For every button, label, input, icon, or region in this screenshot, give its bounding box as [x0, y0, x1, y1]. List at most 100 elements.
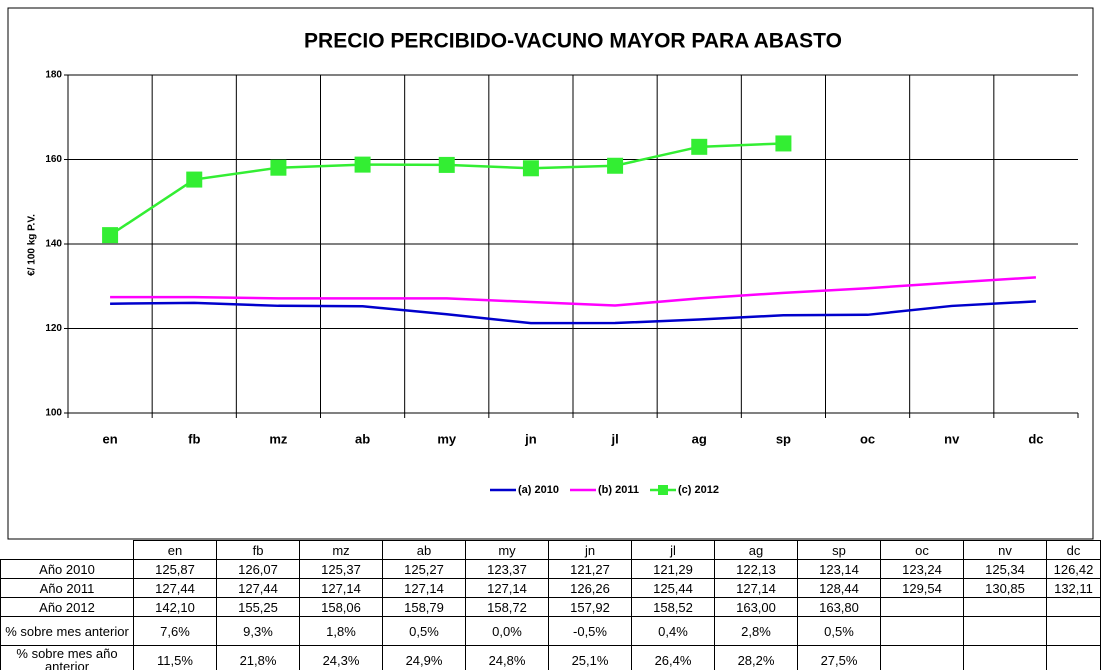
data-table: en fb mz ab my jn jl ag sp oc nv dc Año 2010 125,87 12… [0, 540, 1101, 670]
marker [270, 159, 287, 176]
table-cell: nv [963, 540, 1047, 560]
table-cell: 127,44 [216, 578, 300, 598]
table-cell [1, 541, 134, 560]
x-tick-label: my [437, 431, 457, 446]
table-cell [1046, 616, 1101, 646]
table-cell: 25,1% [548, 645, 632, 670]
table-cell: 24,3% [299, 645, 383, 670]
table-cell: ag [714, 540, 798, 560]
table-row: Año 2010 125,87 126,07 125,37 125,27 123,37 12… [0, 559, 1101, 579]
series-line [110, 300, 1036, 325]
table-cell: 9,3% [216, 616, 300, 646]
table-cell: 0,0% [465, 616, 549, 646]
table-cell: 24,8% [465, 645, 549, 670]
table-cell: 122,13 [714, 559, 798, 579]
table-cell: 127,14 [714, 578, 798, 598]
marker [438, 156, 455, 173]
table-cell: 158,79 [382, 597, 466, 617]
table-cell [963, 645, 1047, 670]
table-cell: 127,14 [465, 578, 549, 598]
table-cell: 127,14 [382, 578, 466, 598]
chart-frame [7, 7, 1094, 540]
table-cell [963, 616, 1047, 646]
x-tick-label: ag [692, 431, 707, 446]
table-cell: 127,44 [133, 578, 217, 598]
table-row: Año 2011 127,44 127,44 127,14 127,14 127,14 12… [0, 578, 1101, 598]
table-cell [1046, 645, 1101, 670]
table-cell: 0,4% [631, 616, 715, 646]
table-cell: 2,8% [714, 616, 798, 646]
x-tick-label: ab [355, 431, 370, 446]
chart: PRECIO PERCIBIDO-VACUNO MAYOR PARA ABAST… [7, 7, 1094, 540]
table-cell: 158,52 [631, 597, 715, 617]
x-tick-label: dc [1028, 431, 1043, 446]
x-tick-label: jl [610, 431, 618, 446]
table-cell: 130,85 [963, 578, 1047, 598]
table-cell: 123,14 [797, 559, 881, 579]
table-cell: 163,80 [797, 597, 881, 617]
legend-marker [658, 485, 668, 495]
y-tick-label: 120 [45, 323, 62, 334]
x-tick-label: fb [188, 431, 200, 446]
table-cell [880, 645, 964, 670]
chart-title: PRECIO PERCIBIDO-VACUNO MAYOR PARA ABAST… [304, 30, 842, 53]
table-cell: 126,26 [548, 578, 632, 598]
marker [522, 160, 539, 177]
legend-label: (b) 2011 [598, 484, 639, 496]
marker [186, 171, 203, 188]
table-cell: 125,37 [299, 559, 383, 579]
table-cell: jn [548, 540, 632, 560]
table-cell: 158,06 [299, 597, 383, 617]
table-cell: ab [382, 540, 466, 560]
series-line [110, 276, 1036, 307]
table-cell: sp [797, 540, 881, 560]
table-cell: 123,24 [880, 559, 964, 579]
table-cell [880, 616, 964, 646]
table-cell: 11,5% [133, 645, 217, 670]
x-tick-label: mz [269, 431, 288, 446]
table-cell: 129,54 [880, 578, 964, 598]
table-cell [963, 597, 1047, 617]
table-cell [1046, 597, 1101, 617]
table-cell: 158,72 [465, 597, 549, 617]
table-cell: 7,6% [133, 616, 217, 646]
y-tick-label: 100 [45, 408, 62, 419]
table-cell: 121,27 [548, 559, 632, 579]
table-cell: 125,44 [631, 578, 715, 598]
table-cell: en [133, 540, 217, 560]
x-tick-label: jn [524, 431, 537, 446]
table-cell: 27,5% [797, 645, 881, 670]
table-cell: 1,8% [299, 616, 383, 646]
table-cell: 26,4% [631, 645, 715, 670]
marker [691, 138, 708, 155]
table-row: Año 2012 142,10 155,25 158,06 158,79 158,72 15… [0, 597, 1101, 617]
table-cell: 0,5% [382, 616, 466, 646]
table-cell: % sobre mes anterior [0, 616, 134, 646]
x-tick-label: sp [776, 431, 791, 446]
table-cell: 125,87 [133, 559, 217, 579]
table-cell: dc [1046, 540, 1101, 560]
table-cell: 123,37 [465, 559, 549, 579]
marker [102, 227, 119, 244]
table-cell: 21,8% [216, 645, 300, 670]
marker [354, 156, 371, 173]
table-cell: 24,9% [382, 645, 466, 670]
y-tick-label: 140 [45, 239, 62, 250]
table-cell: % sobre mes año anterior [0, 645, 134, 670]
table-cell: 28,2% [714, 645, 798, 670]
table-cell: Año 2012 [0, 597, 134, 617]
table-row: en fb mz ab my jn jl ag sp oc nv dc [1, 540, 1101, 560]
table-cell [880, 597, 964, 617]
x-tick-label: en [102, 431, 117, 446]
table-cell: 121,29 [631, 559, 715, 579]
table-cell: 163,00 [714, 597, 798, 617]
table-cell: jl [631, 540, 715, 560]
y-tick-label: 160 [45, 154, 62, 165]
y-axis-label: €/ 100 kg P.V. [27, 214, 38, 276]
table-cell: 126,42 [1046, 559, 1101, 579]
table-row: % sobre mes anterior 7,6% 9,3% 1,8% 0,5% 0,0%… [0, 616, 1101, 646]
x-tick-label: oc [860, 431, 875, 446]
legend-label: (a) 2010 [518, 484, 559, 496]
table-row: % sobre mes año anterior 11,5% 21,8% 24,3% 2… [0, 645, 1101, 670]
table-cell: 132,11 [1046, 578, 1101, 598]
